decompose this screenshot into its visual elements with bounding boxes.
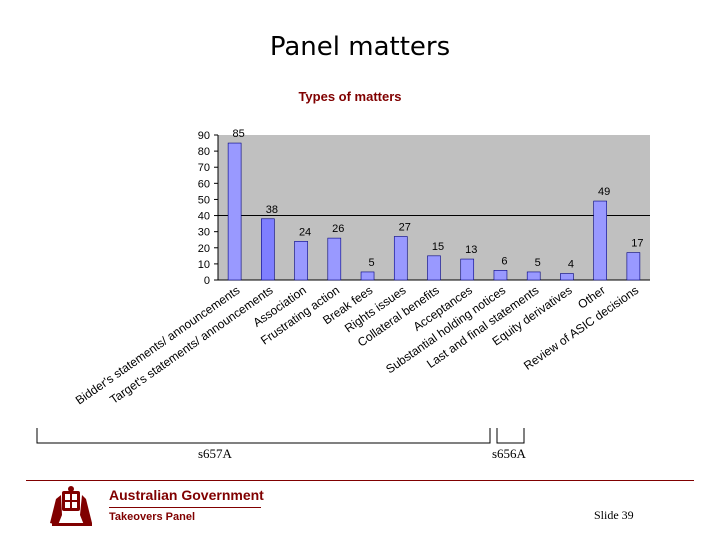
value-label: 38 [266,204,278,216]
value-label: 17 [631,238,643,250]
bracket-label-s656a: s656A [492,446,526,461]
coat-of-arms-icon [50,486,92,526]
slide-title: Panel matters [269,32,451,62]
logo-subtitle: Takeovers Panel [109,511,196,523]
bracket-s656a [496,428,525,444]
bar [327,237,342,281]
bracket-label-s657a: s657A [198,446,232,461]
y-tick-label: 80 [198,146,210,158]
bar [593,200,607,281]
value-label: 15 [432,241,444,253]
bar [227,142,242,281]
y-tick-label: 30 [198,227,210,239]
y-tick-label: 20 [198,243,210,255]
value-labels: 85 38 24 26 5 27 15 13 6 5 4 49 17 [232,128,643,270]
bar [526,271,541,281]
value-label: 85 [232,128,244,140]
logo-name: Australian Government [109,487,264,503]
bar [427,255,441,281]
bar-chart: 0 10 20 30 40 50 60 70 80 90 85 38 24 26 5 27 15 13 6 5 4 49… [36,128,650,444]
value-label: 6 [501,255,507,267]
y-tick-label: 50 [198,194,210,206]
y-axis: 0 10 20 30 40 50 60 70 80 90 [198,130,650,287]
australian-government-logo: Australian Government Takeovers Panel [42,485,272,529]
category-label: Target's statements/ announcements [107,283,275,407]
bar [560,273,574,281]
bars [227,142,641,281]
bar [493,270,508,281]
bar [360,271,375,281]
y-tick-label: 40 [198,211,210,223]
bar [460,258,475,281]
value-label: 27 [399,222,411,234]
footer-divider [26,480,694,481]
category-labels: Bidder's statements/ announcementsTarget… [73,283,641,408]
bar [294,241,308,281]
bar [393,236,408,281]
y-tick-label: 70 [198,162,210,174]
value-label: 49 [598,186,610,198]
bar [626,252,641,281]
category-label: Bidder's statements/ announcements [73,283,242,408]
value-label: 24 [299,226,311,238]
logo-divider [109,507,261,508]
bar [261,218,275,281]
y-tick-label: 90 [198,130,210,142]
bracket-s657a [36,428,491,444]
y-tick-label: 0 [204,275,210,287]
chart-title: Types of matters [298,89,402,104]
y-tick-label: 60 [198,178,210,190]
value-label: 13 [465,244,477,256]
slide-number: Slide 39 [594,508,634,522]
value-label: 4 [568,259,574,271]
y-tick-label: 10 [198,259,210,271]
section-brackets [36,428,525,444]
value-label: 5 [535,257,541,269]
value-label: 26 [332,223,344,235]
value-label: 5 [368,257,374,269]
